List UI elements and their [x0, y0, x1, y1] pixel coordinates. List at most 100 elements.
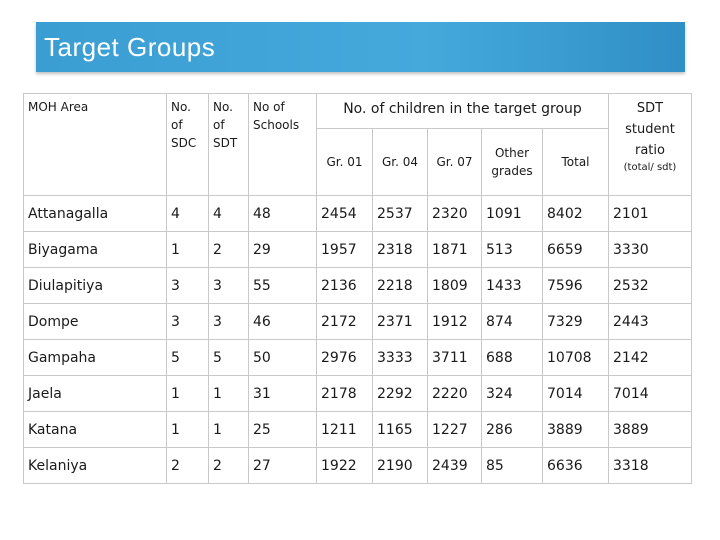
cell-total: 7014 — [542, 375, 609, 412]
cell-gr07: 1809 — [427, 267, 482, 304]
cell-gr04: 2292 — [372, 375, 428, 412]
cell-other-grades: 688 — [481, 339, 543, 376]
cell-no-sdt: 2 — [208, 447, 249, 484]
cell-no-sdc: 1 — [166, 411, 209, 448]
cell-other-grades: 85 — [481, 447, 543, 484]
cell-other-grades: 1091 — [481, 195, 543, 232]
cell-no-schools: 25 — [248, 411, 317, 448]
header-total: Total — [542, 128, 609, 196]
cell-no-schools: 31 — [248, 375, 317, 412]
cell-gr04: 3333 — [372, 339, 428, 376]
cell-total: 6636 — [542, 447, 609, 484]
cell-total: 3889 — [542, 411, 609, 448]
cell-total: 10708 — [542, 339, 609, 376]
cell-sdt-ratio: 2443 — [608, 303, 692, 340]
cell-gr04: 2318 — [372, 231, 428, 268]
cell-gr01: 2976 — [316, 339, 373, 376]
header-children-group: No. of children in the target group — [316, 93, 609, 129]
cell-gr07: 2439 — [427, 447, 482, 484]
cell-sdt-ratio: 3889 — [608, 411, 692, 448]
cell-moh-area: Gampaha — [23, 339, 167, 376]
cell-no-sdt: 3 — [208, 303, 249, 340]
cell-gr07: 2320 — [427, 195, 482, 232]
table-row: Gampaha 5 5 50 2976 3333 3711 688 10708 2142 — [23, 339, 692, 376]
cell-gr04: 2371 — [372, 303, 428, 340]
title-banner: Target Groups — [36, 22, 685, 72]
cell-moh-area: Attanagalla — [23, 195, 167, 232]
target-groups-table: MOH Area No. of SDC No. of SDT No of Sch… — [23, 93, 692, 484]
cell-gr01: 1211 — [316, 411, 373, 448]
cell-total: 6659 — [542, 231, 609, 268]
cell-gr04: 1165 — [372, 411, 428, 448]
table-body: Attanagalla 4 4 48 2454 2537 2320 1091 8402 2101 B… — [23, 195, 692, 484]
cell-moh-area: Dompe — [23, 303, 167, 340]
cell-no-sdc: 3 — [166, 303, 209, 340]
cell-no-sdc: 2 — [166, 447, 209, 484]
table-row: Katana 1 1 25 1211 1165 1227 286 3889 3889 — [23, 411, 692, 448]
cell-sdt-ratio: 7014 — [608, 375, 692, 412]
cell-gr04: 2218 — [372, 267, 428, 304]
header-sdt-ratio-note: (total/ sdt) — [623, 162, 677, 173]
cell-gr07: 1912 — [427, 303, 482, 340]
cell-other-grades: 324 — [481, 375, 543, 412]
header-sdt-ratio: SDT student ratio (total/ sdt) — [608, 93, 692, 196]
cell-no-sdc: 5 — [166, 339, 209, 376]
table-row: Kelaniya 2 2 27 1922 2190 2439 85 6636 3318 — [23, 447, 692, 484]
cell-gr04: 2190 — [372, 447, 428, 484]
cell-no-sdc: 1 — [166, 375, 209, 412]
cell-sdt-ratio: 3330 — [608, 231, 692, 268]
cell-other-grades: 513 — [481, 231, 543, 268]
cell-gr01: 2454 — [316, 195, 373, 232]
cell-no-sdc: 4 — [166, 195, 209, 232]
cell-no-sdt: 3 — [208, 267, 249, 304]
cell-other-grades: 286 — [481, 411, 543, 448]
cell-sdt-ratio: 3318 — [608, 447, 692, 484]
cell-total: 8402 — [542, 195, 609, 232]
header-moh-area: MOH Area — [23, 93, 167, 196]
cell-no-schools: 48 — [248, 195, 317, 232]
cell-gr01: 1957 — [316, 231, 373, 268]
cell-gr07: 3711 — [427, 339, 482, 376]
cell-gr01: 2172 — [316, 303, 373, 340]
cell-moh-area: Jaela — [23, 375, 167, 412]
cell-no-sdt: 4 — [208, 195, 249, 232]
cell-moh-area: Kelaniya — [23, 447, 167, 484]
table-row: Biyagama 1 2 29 1957 2318 1871 513 6659 3330 — [23, 231, 692, 268]
cell-gr01: 2136 — [316, 267, 373, 304]
header-row-2: Gr. 01 Gr. 04 Gr. 07 Other grades Total — [24, 128, 692, 196]
header-gr07: Gr. 07 — [427, 128, 482, 196]
cell-gr01: 1922 — [316, 447, 373, 484]
cell-no-schools: 50 — [248, 339, 317, 376]
cell-moh-area: Diulapitiya — [23, 267, 167, 304]
header-row-1: MOH Area No. of SDC No. of SDT No of Sch… — [23, 93, 692, 196]
cell-no-schools: 46 — [248, 303, 317, 340]
cell-no-sdc: 1 — [166, 231, 209, 268]
cell-gr07: 2220 — [427, 375, 482, 412]
cell-no-sdt: 1 — [208, 411, 249, 448]
table-row: Jaela 1 1 31 2178 2292 2220 324 7014 7014 — [23, 375, 692, 412]
cell-no-schools: 29 — [248, 231, 317, 268]
header-gr01: Gr. 01 — [316, 128, 373, 196]
cell-moh-area: Biyagama — [23, 231, 167, 268]
cell-no-sdt: 1 — [208, 375, 249, 412]
header-no-sdc: No. of SDC — [166, 93, 209, 196]
cell-gr04: 2537 — [372, 195, 428, 232]
cell-moh-area: Katana — [23, 411, 167, 448]
cell-no-schools: 55 — [248, 267, 317, 304]
cell-sdt-ratio: 2142 — [608, 339, 692, 376]
cell-no-sdt: 2 — [208, 231, 249, 268]
header-sdt-ratio-label: SDT student ratio — [625, 101, 675, 158]
cell-total: 7329 — [542, 303, 609, 340]
table-row: Dompe 3 3 46 2172 2371 1912 874 7329 2443 — [23, 303, 692, 340]
table-row: Attanagalla 4 4 48 2454 2537 2320 1091 8402 2101 — [23, 195, 692, 232]
cell-other-grades: 874 — [481, 303, 543, 340]
header-no-sdt: No. of SDT — [208, 93, 249, 196]
cell-sdt-ratio: 2532 — [608, 267, 692, 304]
cell-no-sdt: 5 — [208, 339, 249, 376]
cell-gr07: 1871 — [427, 231, 482, 268]
header-gr04: Gr. 04 — [372, 128, 428, 196]
header-no-schools: No of Schools — [248, 93, 317, 196]
cell-no-sdc: 3 — [166, 267, 209, 304]
table-row: Diulapitiya 3 3 55 2136 2218 1809 1433 7596 2532 — [23, 267, 692, 304]
cell-gr01: 2178 — [316, 375, 373, 412]
